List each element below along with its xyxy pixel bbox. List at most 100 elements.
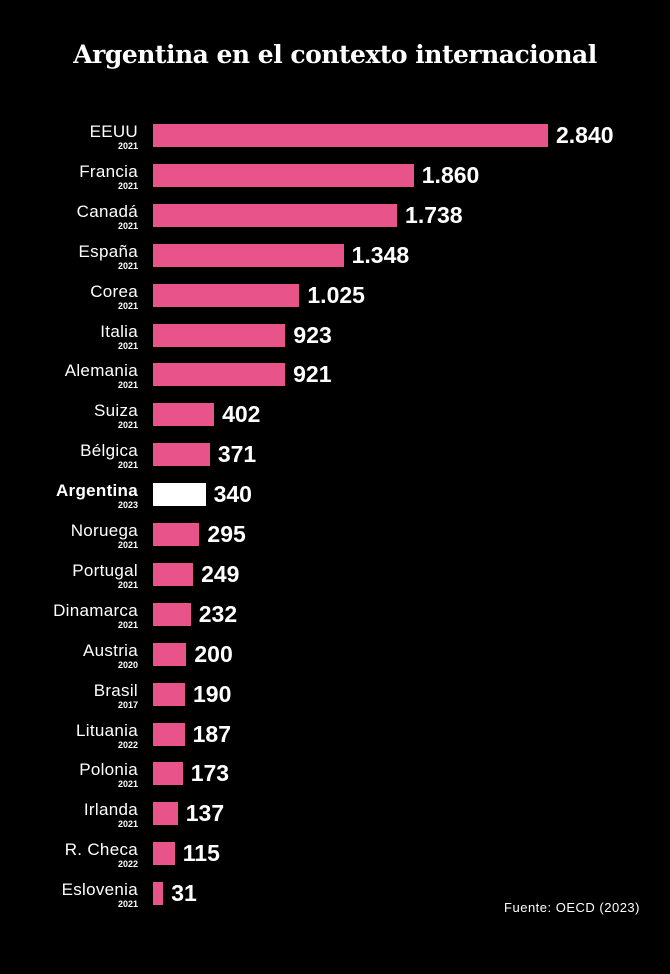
year-label: 2021 xyxy=(117,260,138,271)
bar xyxy=(153,562,194,586)
category-label: EEUU xyxy=(89,122,138,141)
value-label: 923 xyxy=(293,321,332,348)
value-label: 2.840 xyxy=(556,122,614,148)
bar xyxy=(153,443,210,467)
bar xyxy=(153,163,414,187)
bar xyxy=(153,203,398,227)
bar-row: Francia 2021 1.860 xyxy=(0,161,670,204)
category-label: Austria xyxy=(82,640,138,660)
year-label: 2022 xyxy=(117,739,138,750)
year-label: 2021 xyxy=(117,460,138,471)
value-label: 31 xyxy=(171,880,197,907)
bar xyxy=(153,243,344,267)
bar xyxy=(153,882,164,906)
bar xyxy=(153,762,183,786)
category-label: Lituania xyxy=(76,720,138,740)
value-label: 200 xyxy=(194,640,233,667)
value-label: 340 xyxy=(213,481,252,508)
chart-title: Argentina en el contexto internacional xyxy=(73,40,597,69)
bar xyxy=(153,483,206,507)
category-label: Dinamarca xyxy=(53,600,138,620)
category-label: Alemania xyxy=(64,361,138,381)
bar xyxy=(153,403,215,427)
year-label: 2021 xyxy=(117,819,138,830)
category-label: Bélgica xyxy=(80,441,138,461)
category-label: Suiza xyxy=(93,401,138,421)
bar xyxy=(153,682,186,706)
value-label: 187 xyxy=(192,720,231,747)
value-label: 1.348 xyxy=(351,241,410,268)
category-label: España xyxy=(78,241,138,261)
year-label: 2021 xyxy=(117,380,138,391)
bar-row: Portugal 2021 249 xyxy=(0,560,670,603)
bar-row: Brasil 2017 190 xyxy=(0,680,670,723)
value-label: 232 xyxy=(198,600,238,627)
bar xyxy=(153,722,185,746)
year-label: 2021 xyxy=(117,340,138,351)
year-label: 2023 xyxy=(117,500,138,511)
bar-row: Dinamarca 2021 232 xyxy=(0,600,670,643)
bar-row: Argentina 2023 340 xyxy=(0,481,670,523)
value-label: 371 xyxy=(217,441,257,468)
value-label: 402 xyxy=(222,401,261,428)
year-label: 2022 xyxy=(117,859,138,870)
bar-row: Austria 2020 200 xyxy=(0,640,670,683)
bar-row: Canadá 2021 1.738 xyxy=(0,201,670,244)
category-label: R. Checa xyxy=(64,840,138,860)
bar xyxy=(153,802,178,826)
bar-row: Eslovenia 2021 31 xyxy=(0,880,670,922)
bar-row: EEUU 2021 2.840 xyxy=(0,122,670,164)
year-label: 2021 xyxy=(117,579,138,590)
bar xyxy=(153,642,187,666)
value-label: 1.860 xyxy=(421,161,480,188)
category-label: Francia xyxy=(79,161,138,181)
bar-row: Noruega 2021 295 xyxy=(0,521,670,563)
year-label: 2017 xyxy=(117,699,138,710)
category-label: Argentina xyxy=(55,481,138,501)
bar-row: Italia 2021 923 xyxy=(0,321,670,364)
category-label: Italia xyxy=(100,321,138,341)
year-label: 2021 xyxy=(117,540,138,550)
value-label: 1.738 xyxy=(405,201,463,228)
bar-row: Corea 2021 1.025 xyxy=(0,281,670,324)
year-label: 2021 xyxy=(117,899,138,910)
bar-row: Polonia 2021 173 xyxy=(0,760,670,802)
bar xyxy=(153,283,300,307)
bar-row: Irlanda 2021 137 xyxy=(0,800,670,842)
bar xyxy=(153,842,175,866)
value-label: 137 xyxy=(185,800,225,827)
year-label: 2021 xyxy=(117,180,138,191)
category-label: Brasil xyxy=(93,680,138,700)
value-label: 295 xyxy=(207,521,246,547)
value-label: 921 xyxy=(293,361,332,388)
value-label: 190 xyxy=(193,680,232,707)
bar xyxy=(153,323,286,347)
value-label: 1.025 xyxy=(307,281,365,308)
bar-row: Suiza 2021 402 xyxy=(0,401,670,443)
value-label: 115 xyxy=(182,840,220,867)
bar xyxy=(153,363,286,387)
bar xyxy=(153,124,548,147)
bar-row: Lituania 2022 187 xyxy=(0,720,670,763)
category-label: Portugal xyxy=(72,560,138,580)
category-label: Polonia xyxy=(79,760,138,780)
year-label: 2021 xyxy=(117,779,138,790)
bar-row: R. Checa 2022 115 xyxy=(0,840,670,882)
year-label: 2020 xyxy=(117,659,138,670)
value-label: 249 xyxy=(201,560,240,587)
bar-row: España 2021 1.348 xyxy=(0,241,670,284)
year-label: 2021 xyxy=(117,220,138,231)
value-label: 173 xyxy=(190,760,230,787)
category-label: Noruega xyxy=(70,521,138,540)
source-note: Fuente: OECD (2023) xyxy=(504,900,640,915)
year-label: 2021 xyxy=(117,141,138,151)
bar xyxy=(153,523,200,546)
year-label: 2021 xyxy=(117,300,138,311)
bar-row: Bélgica 2021 371 xyxy=(0,441,670,483)
category-label: Canadá xyxy=(76,201,138,221)
category-label: Corea xyxy=(90,281,138,301)
year-label: 2021 xyxy=(117,619,138,630)
bar-row: Alemania 2021 921 xyxy=(0,361,670,403)
category-label: Irlanda xyxy=(83,800,138,820)
year-label: 2021 xyxy=(117,420,138,431)
